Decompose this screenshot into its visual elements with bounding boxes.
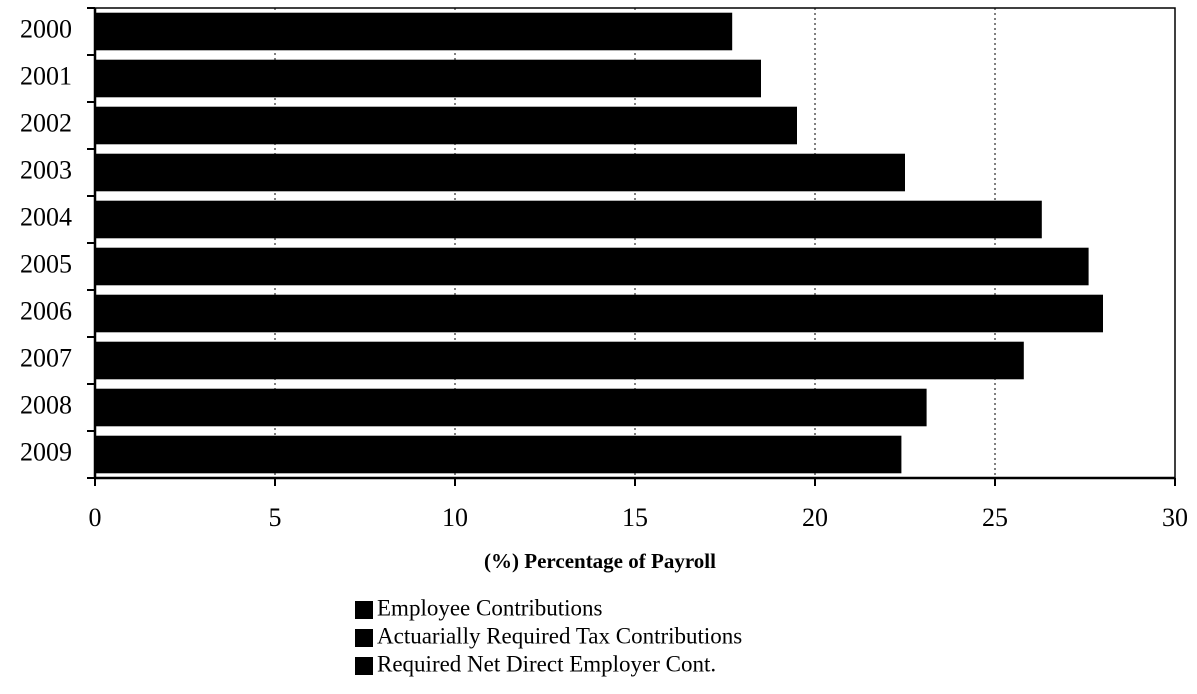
- bar: [95, 153, 905, 192]
- x-tick-label: 15: [622, 503, 648, 532]
- bar: [95, 294, 1103, 333]
- legend-label: Employee Contributions: [377, 595, 603, 620]
- y-tick-label: 2004: [20, 202, 72, 231]
- y-tick-label: 2008: [20, 390, 72, 419]
- legend-swatch: [355, 657, 373, 675]
- x-tick-label: 5: [269, 503, 282, 532]
- legend-label: Actuarially Required Tax Contributions: [377, 623, 742, 648]
- bar: [95, 341, 1024, 380]
- y-tick-label: 2009: [20, 437, 72, 466]
- bar: [95, 435, 902, 474]
- legend-label: Required Net Direct Employer Cont.: [377, 651, 716, 676]
- y-tick-label: 2003: [20, 155, 72, 184]
- bar: [95, 388, 927, 427]
- bar: [95, 12, 733, 51]
- bar: [95, 200, 1042, 239]
- y-tick-label: 2005: [20, 249, 72, 278]
- bar: [95, 106, 797, 145]
- y-tick-label: 2001: [20, 61, 72, 90]
- x-tick-label: 25: [982, 503, 1008, 532]
- y-tick-label: 2002: [20, 108, 72, 137]
- bar: [95, 247, 1089, 286]
- x-tick-label: 10: [442, 503, 468, 532]
- x-tick-label: 30: [1162, 503, 1188, 532]
- x-tick-label: 20: [802, 503, 828, 532]
- x-axis-title: (%) Percentage of Payroll: [484, 549, 716, 573]
- y-tick-label: 2007: [20, 343, 72, 372]
- legend-swatch: [355, 629, 373, 647]
- legend-swatch: [355, 601, 373, 619]
- x-tick-label: 0: [89, 503, 102, 532]
- bar: [95, 59, 761, 98]
- y-tick-label: 2006: [20, 296, 72, 325]
- y-tick-label: 2000: [20, 14, 72, 43]
